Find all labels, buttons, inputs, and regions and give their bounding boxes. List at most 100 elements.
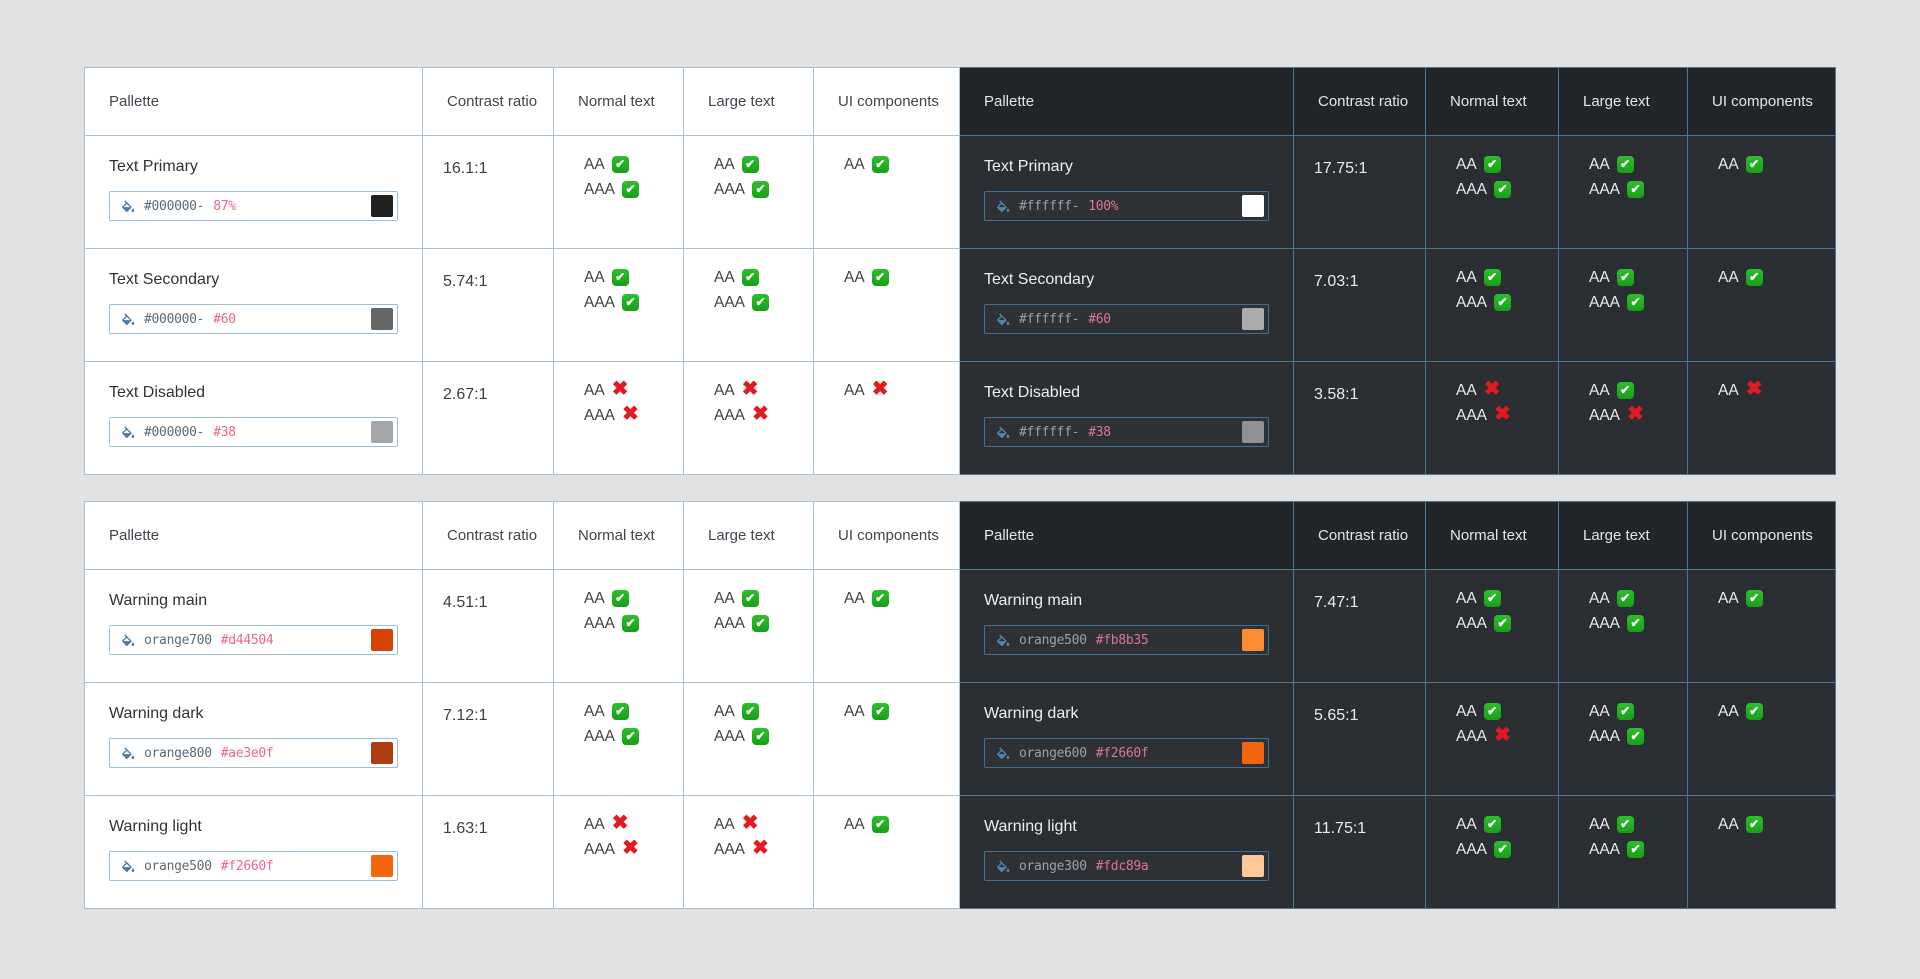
wcag-level-label: AAA [584, 294, 616, 311]
color-swatch[interactable] [1242, 421, 1264, 443]
color-token-input[interactable]: #ffffff- #60 [984, 304, 1269, 334]
wcag-level-label: AAA [584, 615, 616, 632]
color-swatch[interactable] [1242, 308, 1264, 330]
color-hex-value: #60 [1088, 311, 1111, 327]
color-swatch[interactable] [371, 629, 393, 651]
column-header-label: Contrast ratio [447, 93, 538, 110]
palette-name: Text Primary [984, 158, 1073, 175]
color-hex-value: #fdc89a [1095, 858, 1149, 874]
wcag-level-label: AAA [1456, 841, 1488, 858]
wcag-level-label: AAA [1456, 615, 1488, 632]
ui-components-result-cell: AA [1687, 569, 1836, 683]
wcag-level-label: AA [714, 382, 735, 399]
color-swatch[interactable] [371, 195, 393, 217]
color-hex-value: #f2660f [1095, 745, 1149, 761]
color-token-input[interactable]: #000000- #60 [109, 304, 398, 334]
contrast-ratio-value: 4.51:1 [422, 569, 554, 683]
column-header-label: Normal text [578, 93, 655, 110]
wcag-result-icon [1627, 293, 1645, 311]
wcag-level-label: AA [1718, 156, 1739, 173]
wcag-result-icon [611, 589, 629, 607]
color-token-input[interactable]: #ffffff- #38 [984, 417, 1269, 447]
ui-components-result-cell: AA [1687, 795, 1836, 909]
color-token-input[interactable]: orange500 #fb8b35 [984, 625, 1269, 655]
large-text-result-cell: AA AAA [683, 795, 814, 909]
palette-name: Warning dark [984, 705, 1079, 722]
wcag-result-icon [752, 407, 769, 424]
column-header-label: Large text [1583, 527, 1650, 544]
color-swatch[interactable] [1242, 629, 1264, 651]
column-header-label: Normal text [1450, 527, 1527, 544]
ui-components-result-cell: AA [813, 361, 960, 475]
column-header-contrast-ratio: Contrast ratio [1293, 501, 1426, 570]
normal-text-result-cell: AA AAA [1425, 569, 1559, 683]
color-token-input[interactable]: orange600 #f2660f [984, 738, 1269, 768]
wcag-level-label: AA [1456, 590, 1477, 607]
palette-cell: Warning dark orange600 #f2660f [959, 682, 1294, 796]
wcag-level-label: AA [584, 156, 605, 173]
wcag-result-icon [871, 268, 889, 286]
color-swatch[interactable] [1242, 855, 1264, 877]
color-token-input[interactable]: #000000- #38 [109, 417, 398, 447]
wcag-level-label: AA [1589, 590, 1610, 607]
wcag-result-icon [1745, 268, 1763, 286]
contrast-ratio-value: 17.75:1 [1293, 135, 1426, 249]
palette-cell: Text Primary #000000- 87% [84, 135, 423, 249]
color-swatch[interactable] [371, 421, 393, 443]
large-text-result-cell: AA AAA [683, 682, 814, 796]
wcag-level-label: AA [1589, 816, 1610, 833]
palette-cell: Warning dark orange800 #ae3e0f [84, 682, 423, 796]
wcag-result-icon [1494, 180, 1512, 198]
contrast-ratio-value: 11.75:1 [1293, 795, 1426, 909]
column-header-label: UI components [1712, 93, 1813, 110]
color-token-input[interactable]: orange500 #f2660f [109, 851, 398, 881]
wcag-level-label: AAA [584, 728, 616, 745]
large-text-result-cell: AA AAA [1558, 682, 1688, 796]
column-header-normal-text: Normal text [1425, 67, 1559, 136]
wcag-level-label: AAA [584, 181, 616, 198]
palette-name: Warning dark [109, 705, 204, 722]
header-row: Pallette Contrast ratio Normal text Larg… [84, 67, 1836, 136]
wcag-result-icon [741, 268, 759, 286]
wcag-level-label: AA [1589, 703, 1610, 720]
color-token-input[interactable]: orange300 #fdc89a [984, 851, 1269, 881]
wcag-result-icon [1745, 815, 1763, 833]
palette-cell: Warning main orange500 #fb8b35 [959, 569, 1294, 683]
color-token-input[interactable]: #000000- 87% [109, 191, 398, 221]
palette-name: Text Secondary [109, 271, 220, 288]
wcag-level-label: AAA [714, 615, 746, 632]
color-hex-value: #38 [1088, 424, 1111, 440]
color-token: orange300 [1019, 858, 1087, 874]
palette-name: Warning main [984, 592, 1083, 609]
wcag-level-label: AAA [584, 407, 616, 424]
wcag-level-label: AA [844, 382, 865, 399]
wcag-level-label: AA [1718, 703, 1739, 720]
color-swatch[interactable] [371, 308, 393, 330]
wcag-level-label: AA [844, 816, 865, 833]
normal-text-result-cell: AA AAA [553, 248, 684, 362]
wcag-result-icon [742, 382, 759, 399]
color-token-input[interactable]: orange800 #ae3e0f [109, 738, 398, 768]
color-swatch[interactable] [371, 855, 393, 877]
color-swatch[interactable] [1242, 742, 1264, 764]
wcag-result-icon [622, 180, 640, 198]
wcag-result-icon [752, 841, 769, 858]
wcag-result-icon [1616, 155, 1634, 173]
color-token: orange500 [1019, 632, 1087, 648]
wcag-result-icon [1483, 268, 1501, 286]
wcag-level-label: AAA [1456, 407, 1488, 424]
table-row: Warning light orange500 #f2660f 1.63:1 AA… [84, 795, 1836, 909]
column-header-contrast-ratio: Contrast ratio [422, 501, 554, 570]
color-token-input[interactable]: orange700 #d44504 [109, 625, 398, 655]
wcag-level-label: AA [714, 156, 735, 173]
column-header-normal-text: Normal text [553, 67, 684, 136]
color-token: #000000- [144, 311, 205, 327]
ui-components-result-cell: AA [813, 248, 960, 362]
wcag-result-icon [1494, 614, 1512, 632]
palette-name: Warning main [109, 592, 208, 609]
color-swatch[interactable] [371, 742, 393, 764]
color-token-input[interactable]: #ffffff- 100% [984, 191, 1269, 221]
column-header-normal-text: Normal text [553, 501, 684, 570]
color-swatch[interactable] [1242, 195, 1264, 217]
wcag-level-label: AA [1456, 816, 1477, 833]
